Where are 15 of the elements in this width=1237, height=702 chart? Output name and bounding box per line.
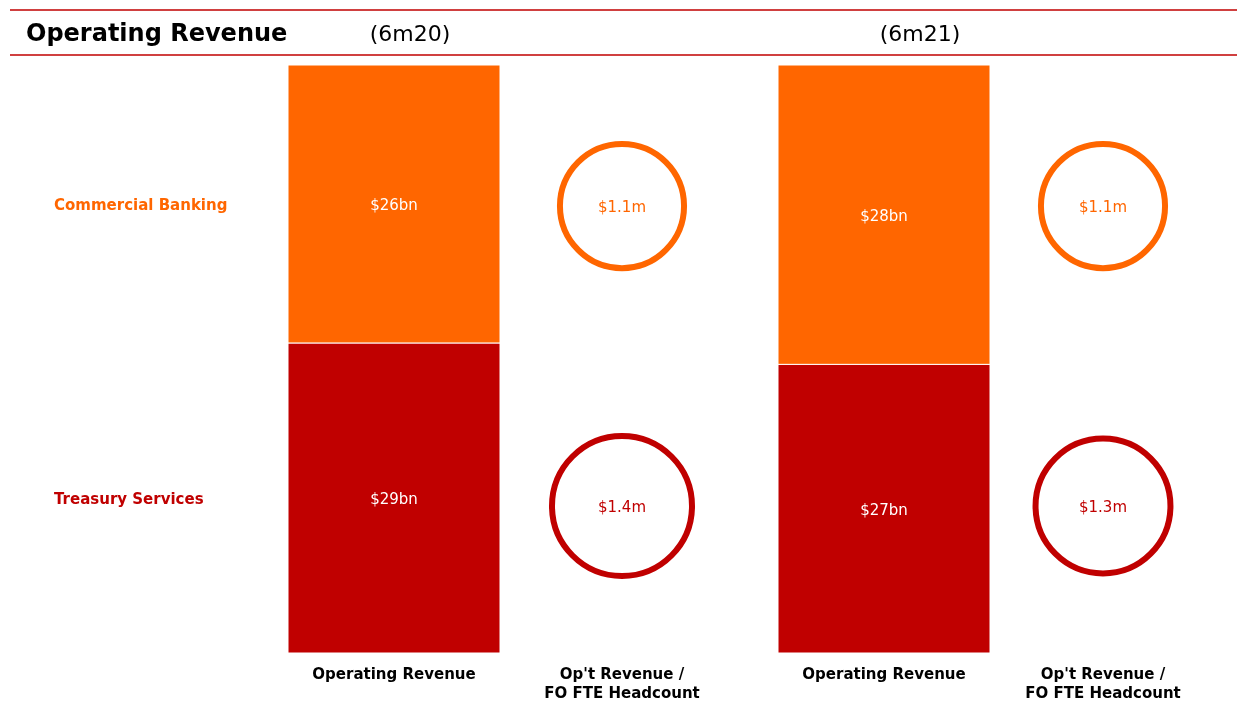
text: Commercial Banking	[54, 195, 228, 214]
chart-title: Operating Revenue	[26, 19, 288, 47]
data-label: $1.1m	[597, 198, 647, 217]
data-label: $28bn	[860, 206, 908, 225]
category-label: Op't Revenue / FO FTE Headcount	[544, 665, 700, 702]
data-label: $1.3m	[1078, 498, 1128, 516]
data-label: $26bn	[370, 195, 418, 214]
data-label: $1.1m	[1078, 198, 1128, 217]
category-label: Op't Revenue / FO FTE Headcount	[1025, 665, 1181, 702]
text: (6m20)	[369, 21, 451, 46]
data-label: $27bn	[860, 500, 908, 519]
data-label: $1.4m	[597, 498, 647, 516]
text: (6m21)	[879, 21, 961, 46]
data-label: $29bn	[370, 489, 418, 508]
text: Treasury Services	[54, 489, 204, 508]
